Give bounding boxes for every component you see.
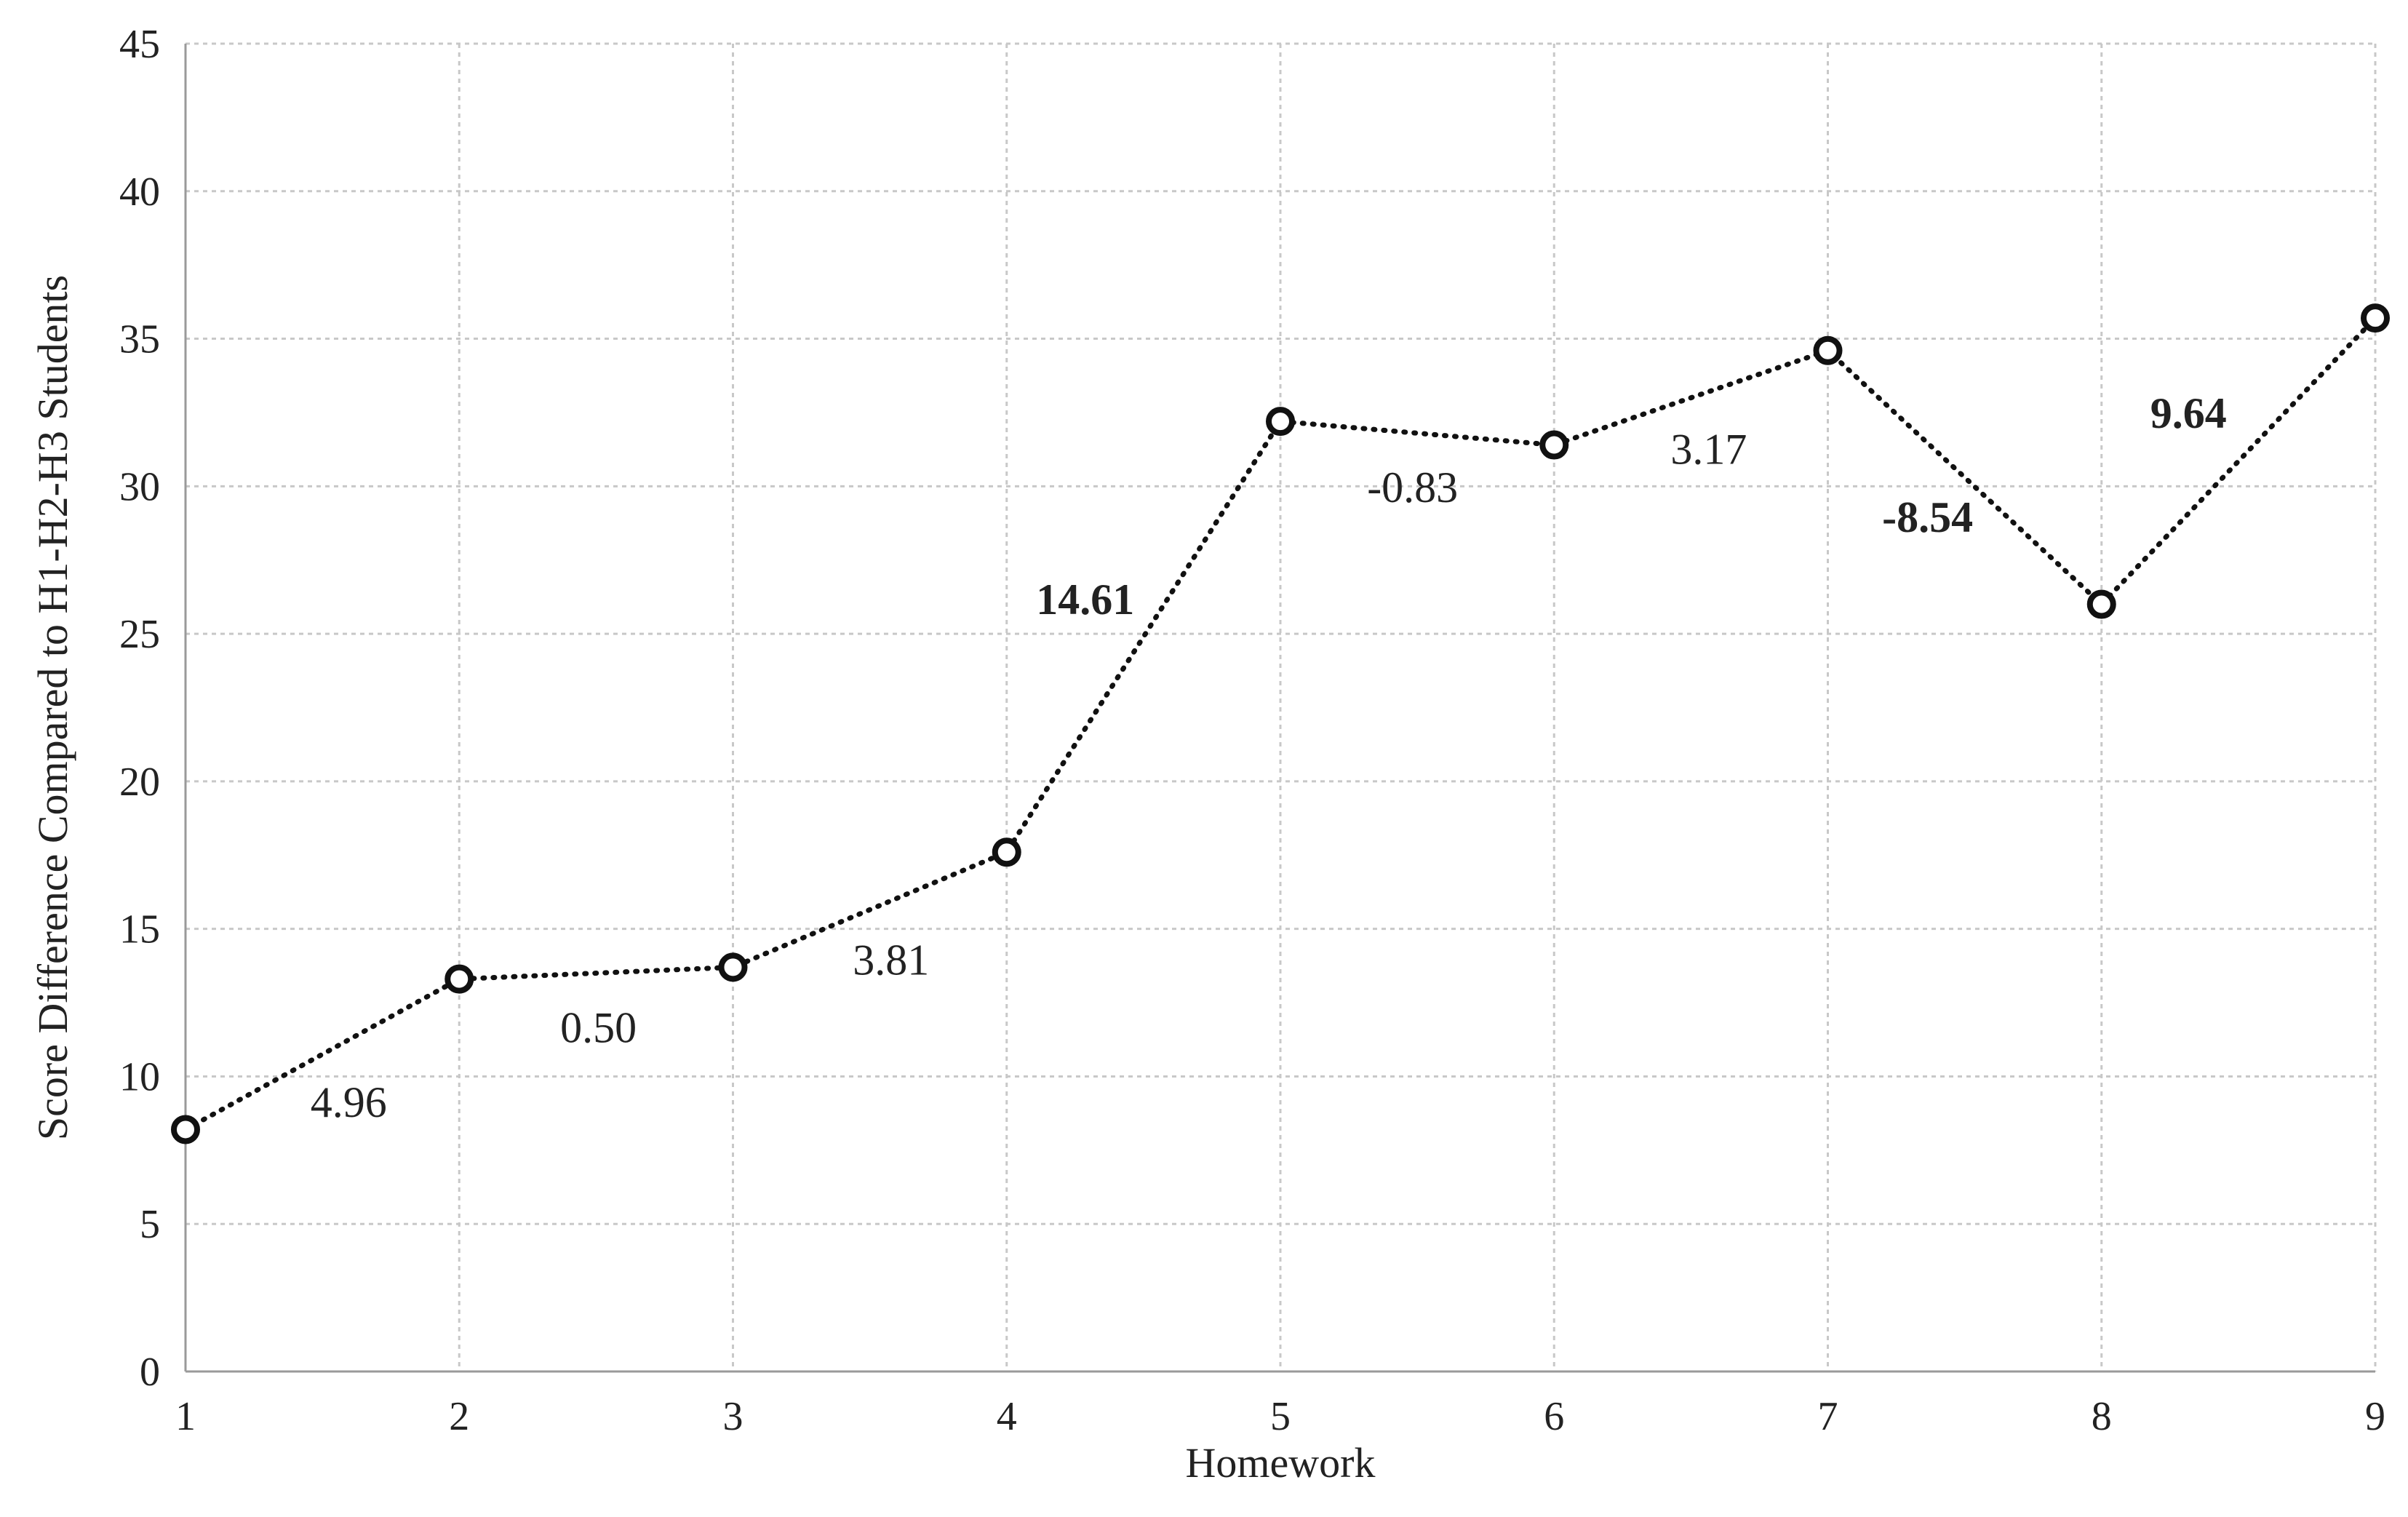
segment-change-label: 3.81	[853, 936, 929, 984]
y-tick-label: 5	[140, 1202, 160, 1247]
y-tick-label: 25	[119, 612, 160, 657]
x-tick-label: 7	[1818, 1394, 1838, 1439]
segment-change-label: -8.54	[1882, 493, 1973, 541]
data-point	[1266, 407, 1295, 437]
data-point	[171, 1115, 200, 1144]
x-tick-label: 5	[1270, 1394, 1291, 1439]
label-layer: 4.96 0.50 3.81 14.61 -0.83 3.17 -8.54 9.64	[311, 389, 2227, 1126]
data-point	[718, 952, 748, 982]
x-tick-label: 2	[449, 1394, 469, 1439]
series-layer	[171, 303, 2390, 1144]
y-tick-label: 45	[119, 22, 160, 67]
y-tick-label: 30	[119, 464, 160, 509]
data-point	[2361, 303, 2390, 333]
x-tick-label: 1	[175, 1394, 196, 1439]
x-tick-label: 4	[997, 1394, 1017, 1439]
y-tick-label: 10	[119, 1054, 160, 1099]
data-point	[992, 837, 1021, 867]
x-tick-label: 8	[2092, 1394, 2112, 1439]
y-tick-label: 40	[119, 170, 160, 215]
segment-change-label: 9.64	[2150, 389, 2227, 437]
x-axis-title: Homework	[1186, 1439, 1376, 1486]
segment-change-label: 3.17	[1670, 426, 1747, 474]
y-tick-label: 35	[119, 317, 160, 362]
y-tick-label: 15	[119, 907, 160, 952]
data-point	[1539, 430, 1569, 460]
data-point	[444, 964, 474, 994]
segment-change-label: 14.61	[1036, 576, 1134, 624]
segment-change-label: -0.83	[1367, 463, 1458, 511]
data-point	[1813, 335, 1843, 365]
data-point	[2086, 589, 2116, 619]
segment-change-label: 4.96	[311, 1078, 387, 1126]
y-axis-title: Score Difference Compared to H1-H2-H3 St…	[29, 275, 76, 1140]
y-tick-label: 20	[119, 760, 160, 805]
x-tick-label: 6	[1544, 1394, 1564, 1439]
segment-change-label: 0.50	[560, 1003, 637, 1051]
grid-layer	[186, 42, 2377, 1371]
x-tick-label: 9	[2365, 1394, 2385, 1439]
y-tick-label: 0	[140, 1350, 160, 1395]
x-tick-label: 3	[723, 1394, 743, 1439]
